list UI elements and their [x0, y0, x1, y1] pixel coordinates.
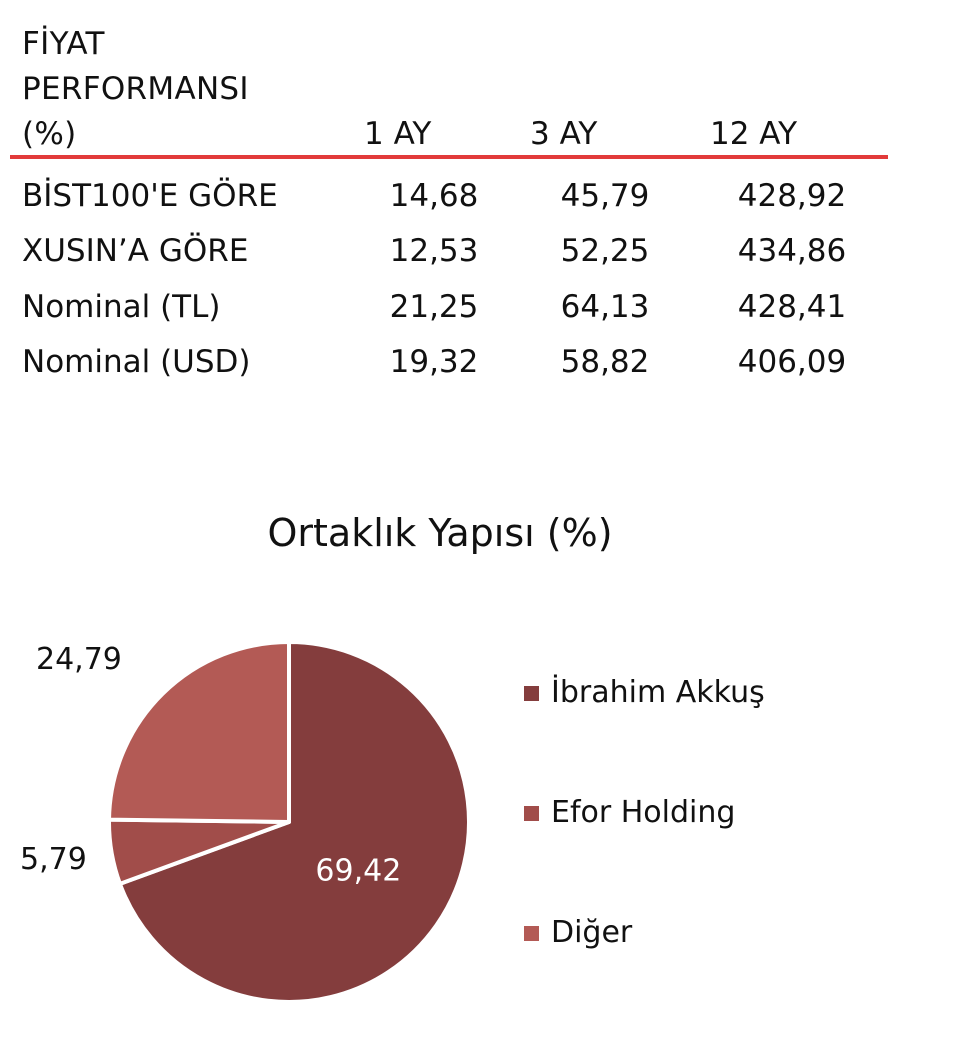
col-header-12ay: 12 AY [710, 116, 798, 152]
table-cell: 428,41 [737, 289, 847, 325]
row-label-bist100: BİST100'E GÖRE [22, 178, 278, 214]
table-cell: 428,92 [737, 178, 847, 214]
table-cell: 64,13 [560, 289, 650, 325]
row-label-xusin: XUSIN’A GÖRE [22, 233, 249, 269]
table-cell: 14,68 [389, 178, 479, 214]
header-line-3: (%) [22, 116, 77, 152]
legend-item: İbrahim Akkuş [524, 670, 765, 790]
legend-item: Efor Holding [524, 790, 765, 910]
legend-label: Efor Holding [551, 795, 736, 830]
table-cell: 434,86 [737, 233, 847, 269]
legend-swatch [524, 926, 539, 941]
chart-title: Ortaklık Yapısı (%) [267, 511, 613, 555]
table-cell: 45,79 [560, 178, 650, 214]
legend-label: İbrahim Akkuş [551, 675, 765, 710]
col-header-1ay: 1 AY [364, 116, 432, 152]
header-line-1: FİYAT [22, 26, 105, 62]
slice-value-label-2: 24,79 [36, 642, 122, 677]
legend-swatch [524, 806, 539, 821]
table-cell: 52,25 [560, 233, 650, 269]
table-cell: 58,82 [560, 344, 650, 380]
table-cell: 406,09 [737, 344, 847, 380]
slice-value-label-0: 69,42 [315, 853, 401, 888]
legend-item: Diğer [524, 910, 765, 1030]
slice-value-label-1: 5,79 [20, 842, 87, 877]
header-divider [10, 155, 888, 159]
pie-slice-0 [117, 640, 471, 1004]
col-header-3ay: 3 AY [530, 116, 598, 152]
table-cell: 19,32 [389, 344, 479, 380]
legend-label: Diğer [551, 915, 633, 950]
row-label-nominal-tl: Nominal (TL) [22, 289, 221, 325]
table-cell: 21,25 [389, 289, 479, 325]
pie-chart: 69,42 [107, 640, 471, 1004]
table-cell: 12,53 [389, 233, 479, 269]
row-label-nominal-usd: Nominal (USD) [22, 344, 251, 380]
chart-legend: İbrahim Akkuş Efor Holding Diğer [524, 670, 765, 1030]
legend-swatch [524, 686, 539, 701]
header-line-2: PERFORMANSI [22, 71, 249, 107]
table-header: FİYAT PERFORMANSI (%) [22, 22, 249, 157]
pie-slice-2 [107, 640, 291, 824]
